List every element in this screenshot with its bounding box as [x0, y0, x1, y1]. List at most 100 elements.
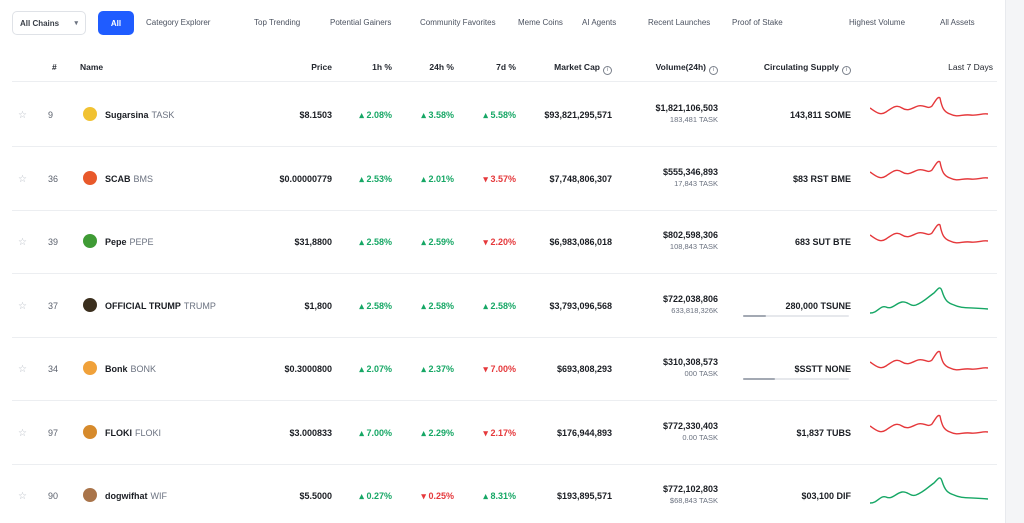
header-volume-label: Volume(24h) — [655, 62, 706, 72]
table-header: # Name Price 1h % 24h % 7d % Market Cap i… — [12, 50, 997, 82]
star-icon[interactable]: ☆ — [18, 173, 27, 185]
table-row[interactable]: ☆ 9 Sugarsina TASK $8.1503 ▴ 2.08% ▴ 3.58… — [12, 84, 997, 147]
sparkline-chart — [870, 286, 988, 314]
sparkline-chart — [870, 477, 988, 504]
header-market-cap[interactable]: Market Cap i — [554, 62, 612, 75]
filter-link-ai-agents[interactable]: AI Agents — [582, 18, 617, 27]
coin-name-link[interactable]: Sugarsina TASK — [105, 110, 174, 120]
header-rank[interactable]: # — [52, 62, 57, 72]
sparkline-line — [870, 286, 988, 314]
caret-up-icon: ▴ — [359, 237, 364, 247]
star-icon[interactable]: ☆ — [18, 300, 27, 312]
change-24h-value: 3.58% — [428, 110, 454, 120]
row-circulating-supply: $83 RST BME — [792, 173, 851, 184]
info-icon[interactable]: i — [603, 66, 612, 75]
coin-name-link[interactable]: Pepe PEPE — [105, 237, 154, 247]
scrollbar-track[interactable] — [1005, 0, 1024, 523]
coin-logo-icon — [83, 424, 97, 439]
coin-name-link[interactable]: Bonk BONK — [105, 364, 156, 374]
star-icon[interactable]: ☆ — [18, 427, 27, 439]
table-row[interactable]: ☆ 90 dogwifhat WIF $5.5000 ▴ 0.27% ▾ 0.25… — [12, 465, 997, 523]
sparkline-line — [870, 477, 988, 504]
header-price[interactable]: Price — [311, 62, 332, 72]
star-icon[interactable]: ☆ — [18, 491, 27, 502]
table-row[interactable]: ☆ 37 OFFICIAL TRUMP TRUMP $1,800 ▴ 2.58% … — [12, 275, 997, 338]
filter-link-top-trending[interactable]: Top Trending — [254, 18, 301, 27]
filter-link-potential-gainers[interactable]: Potential Gainers — [330, 18, 392, 27]
coin-logo-icon — [83, 488, 97, 502]
caret-up-icon: ▴ — [359, 110, 364, 120]
star-icon[interactable]: ☆ — [18, 237, 27, 248]
change-7d-value: 3.57% — [490, 173, 516, 184]
row-price: $1,800 — [304, 300, 332, 311]
supply-progress-fill — [743, 378, 775, 380]
change-1h-value: 7.00% — [366, 427, 392, 438]
header-1h[interactable]: 1h % — [372, 62, 392, 72]
chain-dropdown[interactable]: All Chains ▾ — [12, 11, 86, 35]
filter-link-meme-coins[interactable]: Meme Coins — [518, 18, 563, 27]
coin-name-link[interactable]: SCAB BMS — [105, 174, 153, 184]
change-24h-value: 0.25% — [428, 491, 454, 501]
table-row[interactable]: ☆ 39 Pepe PEPE $31,8800 ▴ 2.58% ▴ 2.59% ▾… — [12, 211, 997, 274]
caret-up-icon: ▴ — [359, 300, 364, 311]
sparkline-line — [870, 350, 988, 371]
filter-link-recent-launches[interactable]: Recent Launches — [648, 18, 711, 27]
filter-link-category-explorer[interactable]: Category Explorer — [146, 18, 211, 27]
header-circulating-supply[interactable]: Circulating Supply i — [764, 62, 851, 75]
coin-logo-icon — [83, 234, 97, 248]
header-7d[interactable]: 7d % — [496, 62, 516, 72]
coin-name-link[interactable]: FLOKI FLOKI — [105, 428, 161, 438]
coin-name-link[interactable]: dogwifhat WIF — [105, 491, 167, 501]
caret-up-icon: ▴ — [421, 427, 426, 438]
filter-link-all-assets[interactable]: All Assets — [940, 18, 975, 27]
info-icon[interactable]: i — [709, 66, 718, 75]
row-volume: $772,330,403 0.00 TASK — [663, 420, 718, 444]
coin-name: OFFICIAL TRUMP — [105, 300, 181, 311]
row-price: $0.3000800 — [284, 364, 332, 374]
row-circulating-supply: $SSTT NONE — [794, 364, 851, 374]
filter-link-highest-volume[interactable]: Highest Volume — [849, 18, 906, 27]
chain-dropdown-label: All Chains — [20, 18, 60, 28]
coin-name-link[interactable]: OFFICIAL TRUMP TRUMP — [105, 301, 216, 311]
row-rank: 9 — [48, 110, 54, 120]
caret-up-icon: ▴ — [359, 491, 364, 501]
filter-pill-all[interactable]: All — [98, 11, 134, 35]
coin-symbol: BONK — [130, 364, 157, 374]
coin-name: Bonk — [105, 364, 128, 374]
row-change-24h: ▴ 2.58% — [421, 301, 454, 312]
row-change-7d: ▾ 2.17% — [483, 428, 516, 439]
caret-down-icon: ▾ — [483, 237, 488, 247]
table-row[interactable]: ☆ 34 Bonk BONK $0.3000800 ▴ 2.07% ▴ 2.37%… — [12, 338, 997, 401]
caret-up-icon: ▴ — [421, 300, 426, 311]
header-volume[interactable]: Volume(24h) i — [656, 62, 718, 75]
star-icon[interactable]: ☆ — [18, 364, 27, 375]
info-icon[interactable]: i — [842, 66, 851, 75]
volume-sub-value: 108,843 TASK — [669, 242, 718, 251]
row-rank: 34 — [48, 364, 59, 374]
row-volume: $555,346,893 17,843 TASK — [663, 166, 718, 190]
row-circulating-supply: $03,100 DIF — [801, 491, 851, 501]
caret-up-icon: ▴ — [421, 237, 426, 247]
filter-link-community-favorites[interactable]: Community Favorites — [420, 18, 496, 27]
table-row[interactable]: ☆ 36 SCAB BMS $0.00000779 ▴ 2.53% ▴ 2.01%… — [12, 148, 997, 211]
header-24h[interactable]: 24h % — [429, 62, 454, 72]
change-1h-value: 2.58% — [366, 237, 392, 247]
row-change-24h: ▴ 3.58% — [421, 110, 454, 121]
star-icon[interactable]: ☆ — [18, 110, 27, 121]
row-rank: 90 — [48, 491, 59, 501]
change-7d-value: 7.00% — [490, 364, 516, 374]
row-circulating-supply: 280,000 TSUNE — [785, 300, 851, 311]
change-7d-value: 2.58% — [490, 300, 516, 311]
filter-link-proof-of-stake[interactable]: Proof of Stake — [732, 18, 783, 27]
sparkline-line — [870, 414, 988, 435]
row-circulating-supply: $1,837 TUBS — [796, 427, 851, 438]
row-change-1h: ▴ 2.58% — [359, 237, 392, 248]
table-row[interactable]: ☆ 97 FLOKI FLOKI $3.000833 ▴ 7.00% ▴ 2.29… — [12, 402, 997, 465]
row-rank: 97 — [48, 427, 59, 438]
sparkline-line — [870, 96, 988, 117]
volume-sub-value: 17,843 TASK — [674, 178, 718, 188]
coin-symbol: PEPE — [129, 237, 154, 247]
volume-value: $772,330,403 — [662, 420, 718, 431]
header-name[interactable]: Name — [80, 62, 104, 72]
caret-up-icon: ▴ — [483, 110, 488, 120]
